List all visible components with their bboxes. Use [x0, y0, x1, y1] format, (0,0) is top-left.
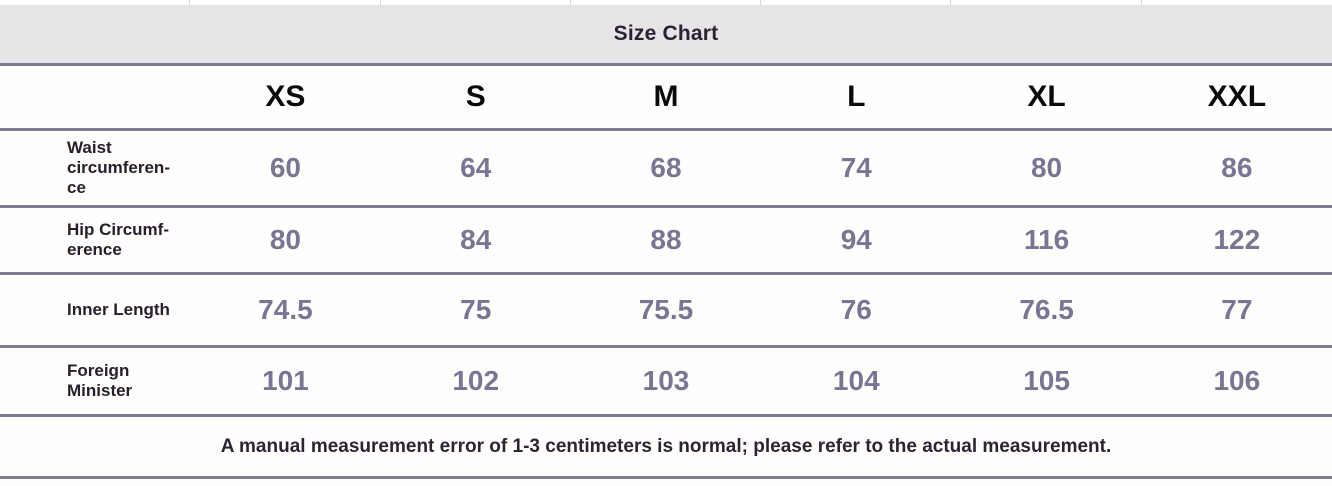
column-tick [761, 0, 952, 5]
size-header-spacer [0, 66, 190, 128]
column-tick [0, 0, 191, 5]
value-cell: 77 [1221, 294, 1253, 325]
value-cell: 88 [650, 224, 682, 255]
value-cell: 80 [1030, 152, 1063, 183]
value-cell: 75 [460, 294, 492, 325]
top-column-ticks [0, 0, 1332, 5]
column-tick [951, 0, 1142, 5]
page-title: Size Chart [613, 22, 719, 45]
value-cell: 80 [269, 224, 301, 255]
column-tick [381, 0, 571, 5]
size-header-xxl: XXL [1207, 80, 1267, 113]
column-tick [190, 0, 381, 5]
row-label: Waist circumferen- ce [67, 138, 170, 197]
value-cell: 75.5 [638, 294, 694, 325]
value-cell: 102 [452, 365, 500, 396]
size-header-l: L [847, 80, 866, 113]
value-cell: 76.5 [1019, 294, 1074, 325]
table-row-inner-length: Inner Length 74.5 75 75.5 76 76.5 77 [0, 272, 1332, 345]
row-label: Foreign Minister [67, 361, 133, 400]
value-cell: 103 [642, 365, 690, 396]
column-tick [1142, 0, 1332, 5]
size-header-row: XS S M L XL XXL [0, 63, 1332, 128]
table-row-outer-length: Foreign Minister 101 102 103 104 105 106 [0, 345, 1332, 414]
table-row-waist: Waist circumferen- ce 60 64 68 74 80 86 [0, 128, 1332, 205]
table-row-hip: Hip Circumf- erence 80 84 88 94 116 122 [0, 205, 1332, 272]
size-header-s: S [465, 80, 486, 113]
value-cell: 68 [650, 152, 682, 183]
value-cell: 106 [1213, 365, 1261, 396]
row-label: Inner Length [67, 300, 170, 319]
measurement-note-row: A manual measurement error of 1-3 centim… [0, 414, 1332, 479]
row-label: Hip Circumf- erence [67, 220, 169, 259]
title-band: Size Chart [0, 5, 1332, 63]
measurement-note: A manual measurement error of 1-3 centim… [220, 435, 1112, 457]
value-cell: 101 [262, 365, 309, 396]
size-header-xs: XS [265, 80, 306, 113]
value-cell: 105 [1023, 365, 1070, 396]
size-header-m: M [653, 80, 679, 113]
value-cell: 104 [832, 365, 880, 396]
value-cell: 84 [460, 224, 492, 255]
size-header-xl: XL [1027, 80, 1066, 113]
column-tick [571, 0, 762, 5]
value-cell: 122 [1213, 224, 1261, 255]
value-cell: 74.5 [258, 294, 313, 325]
value-cell: 116 [1023, 224, 1070, 255]
value-cell: 74 [840, 152, 872, 183]
value-cell: 60 [269, 152, 301, 183]
value-cell: 86 [1221, 152, 1253, 183]
value-cell: 64 [460, 152, 492, 183]
value-cell: 94 [840, 224, 872, 255]
value-cell: 76 [840, 294, 872, 325]
